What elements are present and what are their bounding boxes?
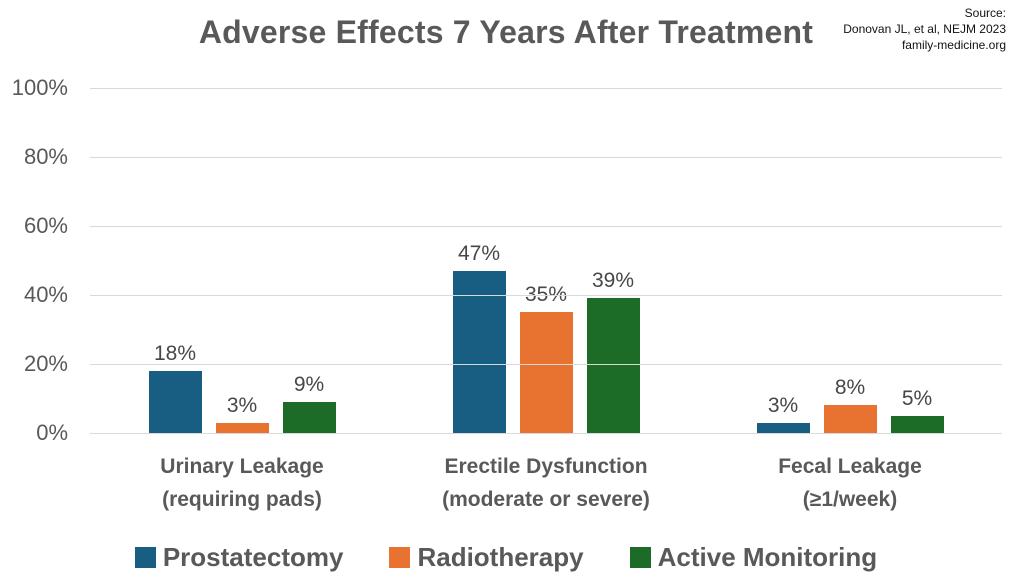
bar [452,270,506,433]
legend: Prostatectomy Radiotherapy Active Monitori… [0,542,1012,573]
bar [148,370,202,433]
source-line: family-medicine.org [901,38,1006,53]
x-axis-category-labels: Urinary Leakage (requiring pads) Erectile … [90,450,1002,516]
legend-swatch-icon [389,547,411,568]
y-axis-tick-label: 60% [23,213,68,238]
bar [215,422,269,433]
category-label-line: (moderate or severe) [442,488,650,511]
source-note: Source: Donovan JL, et al, NEJM 2023 fam… [843,5,1006,54]
bar-cell: 18% [148,341,202,433]
bar-cell: 39% [586,269,640,433]
y-axis-tick-label: 0% [36,420,68,445]
bar-group: 47% 35% 39% [394,88,698,433]
bar-cell: 47% [452,241,506,433]
bar [890,415,944,433]
bar-cell: 8% [823,376,877,433]
gridline [90,157,1002,158]
bar-cell: 9% [282,372,336,433]
bar [519,312,573,433]
bar-value-label: 5% [901,386,933,410]
gridline [90,226,1002,227]
source-line: Source: [964,6,1006,20]
category-label-line: (requiring pads) [162,488,322,511]
category-label: Erectile Dysfunction (moderate or severe) [394,450,698,516]
bar-group: 18% 3% 9% [90,88,394,433]
legend-swatch-icon [629,547,651,568]
gridline [90,433,1002,434]
y-axis-tick-label: 40% [23,282,68,307]
bar-cell: 3% [756,393,810,433]
category-label-line: (≥1/week) [802,488,898,511]
bar-value-label: 3% [767,393,799,417]
y-axis-tick-label: 100% [11,75,68,100]
category-label-line: Urinary Leakage [160,455,324,478]
y-axis-tick-label: 80% [23,144,68,169]
bar-cell: 35% [519,283,573,433]
bar-group: 3% 8% 5% [698,88,1002,433]
bar-cell: 3% [215,393,269,433]
category-label-line: Erectile Dysfunction [444,455,648,478]
gridline [90,364,1002,365]
legend-label: Active Monitoring [657,542,878,572]
bar-value-label: 8% [834,376,866,400]
bar [282,401,336,433]
bar-groups: 18% 3% 9% 47% 35% 39% 3% 8% 5% [90,88,1002,433]
bar-cell: 5% [890,386,944,433]
bar-value-label: 47% [457,241,501,265]
category-label: Urinary Leakage (requiring pads) [90,450,394,516]
bar-value-label: 35% [524,283,568,307]
gridline [90,295,1002,296]
bar-value-label: 18% [153,341,197,365]
bar-value-label: 9% [293,372,325,396]
source-line: Donovan JL, et al, NEJM 2023 [843,22,1006,37]
legend-swatch-icon [134,547,156,568]
legend-item: Radiotherapy [389,542,584,573]
bar [586,298,640,433]
bar-value-label: 3% [226,393,258,417]
chart-title: Adverse Effects 7 Years After Treatment [198,14,814,50]
y-axis-tick-label: 20% [23,351,68,376]
bar-value-label: 39% [591,269,635,293]
plot-area: 18% 3% 9% 47% 35% 39% 3% 8% 5% [90,88,1002,434]
bar [756,422,810,433]
bar [823,405,877,433]
category-label: Fecal Leakage (≥1/week) [698,450,1002,516]
legend-label: Radiotherapy [417,542,584,572]
legend-item: Prostatectomy [134,542,344,573]
gridline [90,88,1002,89]
legend-label: Prostatectomy [162,542,344,572]
category-label-line: Fecal Leakage [778,455,922,478]
legend-item: Active Monitoring [629,542,878,573]
